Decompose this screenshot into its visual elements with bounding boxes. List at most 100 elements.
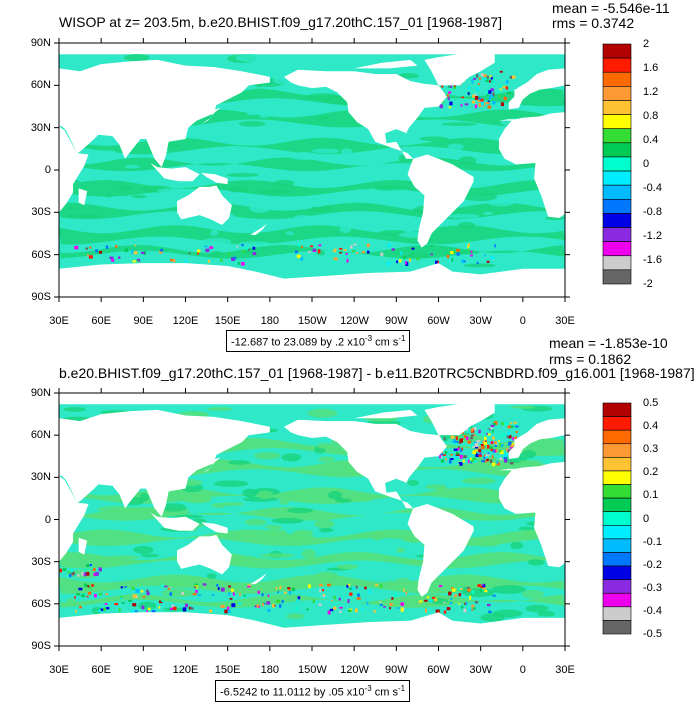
variance-speckle [267, 594, 270, 597]
ocean-patch [373, 185, 405, 191]
variance-speckle [161, 600, 164, 602]
variance-speckle [348, 587, 353, 590]
land-mass [59, 126, 89, 213]
ocean-patch [518, 526, 536, 531]
land-mass [498, 461, 565, 568]
variance-speckle [471, 100, 476, 104]
ocean-patch [339, 225, 352, 233]
variance-speckle [169, 592, 173, 596]
ocean-patch [265, 529, 287, 536]
variance-speckle [428, 599, 433, 603]
variance-speckle [366, 243, 370, 248]
variance-speckle [467, 244, 469, 249]
variance-speckle [241, 261, 245, 266]
variance-speckle [230, 588, 234, 592]
variance-speckle [508, 435, 512, 439]
variance-speckle [74, 596, 76, 599]
lon-tick-label: 120E [172, 315, 199, 327]
variance-speckle [146, 589, 149, 593]
variance-speckle [312, 248, 316, 252]
variance-speckle [83, 572, 87, 577]
ocean-patch [384, 580, 397, 587]
variance-speckle [450, 435, 455, 439]
land-mass [177, 185, 232, 226]
ocean-patch [256, 490, 274, 500]
ocean-patch [91, 606, 102, 615]
variance-speckle [478, 103, 482, 107]
variance-speckle [219, 259, 224, 262]
ocean-patch [342, 494, 376, 500]
variance-speckle [471, 434, 475, 436]
variance-speckle [193, 586, 197, 589]
ocean-patch [254, 452, 281, 460]
variance-speckle [467, 92, 470, 95]
variance-speckle [464, 602, 467, 605]
variance-speckle [355, 585, 358, 589]
ocean-patch [425, 484, 447, 490]
variance-speckle [367, 250, 370, 254]
ocean-patch [519, 460, 542, 464]
variance-speckle [231, 257, 236, 261]
variance-speckle [491, 455, 494, 459]
ocean-patch [492, 609, 523, 618]
variance-speckle [181, 591, 185, 595]
colorbar-swatch [602, 579, 632, 594]
variance-speckle [477, 584, 481, 588]
variance-speckle [317, 249, 321, 254]
variance-speckle [345, 253, 348, 255]
variance-speckle [77, 574, 80, 577]
variance-speckle [440, 454, 443, 458]
lat-tick-label: 30S [31, 206, 51, 219]
variance-speckle [448, 85, 451, 88]
colorbar-label: 0.1 [643, 489, 659, 502]
variance-speckle [446, 607, 451, 611]
variance-speckle [386, 261, 391, 266]
ocean-patch [397, 72, 419, 79]
land-mass [407, 504, 474, 597]
colorbar-label: 0 [643, 512, 650, 525]
variance-speckle [332, 260, 335, 263]
lon-tick-label: 0 [519, 315, 526, 327]
variance-speckle [425, 608, 427, 613]
variance-speckle [475, 453, 479, 458]
ocean-patch [138, 601, 157, 610]
land-mass [78, 188, 88, 206]
variance-speckle [331, 599, 333, 602]
variance-speckle [95, 571, 99, 576]
ocean-patch [441, 122, 478, 126]
variance-speckle [400, 251, 403, 256]
lat-tick-label: 60N [30, 429, 51, 442]
variance-speckle [216, 584, 219, 587]
variance-speckle [171, 604, 175, 608]
ocean-band [59, 245, 565, 259]
ocean-patch [292, 214, 313, 224]
variance-speckle [121, 602, 125, 604]
land-mass [283, 419, 447, 509]
ocean-patch [141, 553, 159, 558]
ocean-patch [371, 196, 381, 200]
variance-speckle [509, 442, 514, 447]
variance-speckle [494, 449, 497, 453]
variance-speckle [288, 590, 292, 595]
variance-speckle [451, 587, 454, 590]
variance-speckle [120, 586, 123, 589]
variance-speckle [430, 245, 433, 248]
lat-tick-label: 60N [30, 79, 51, 92]
panel-2-range-label: -6.5242 to 11.0112 by .05 x10-3 cm s-1 [215, 680, 411, 702]
lon-tick-label: 90W [385, 315, 408, 327]
variance-speckle [339, 606, 343, 609]
variance-speckle [492, 101, 496, 105]
variance-speckle [512, 437, 515, 441]
variance-speckle [432, 596, 436, 600]
variance-speckle [205, 248, 210, 253]
colorbar-label: 0.2 [643, 466, 659, 479]
ocean-patch [406, 252, 431, 259]
variance-speckle [470, 436, 473, 440]
variance-speckle [83, 569, 86, 573]
variance-speckle [184, 603, 189, 608]
variance-speckle [486, 260, 490, 263]
variance-speckle [329, 608, 334, 612]
variance-speckle [474, 104, 478, 109]
variance-speckle [141, 251, 145, 254]
colorbar-label: 1.2 [643, 86, 659, 98]
